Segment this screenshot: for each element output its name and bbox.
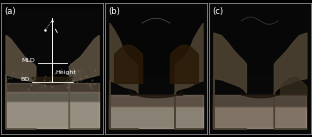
Text: (c): (c) — [212, 7, 223, 16]
Text: (b): (b) — [108, 7, 120, 16]
Text: Height: Height — [55, 70, 76, 75]
Text: BD: BD — [21, 77, 30, 82]
Text: MLD: MLD — [21, 58, 35, 62]
Text: (a): (a) — [4, 7, 16, 16]
